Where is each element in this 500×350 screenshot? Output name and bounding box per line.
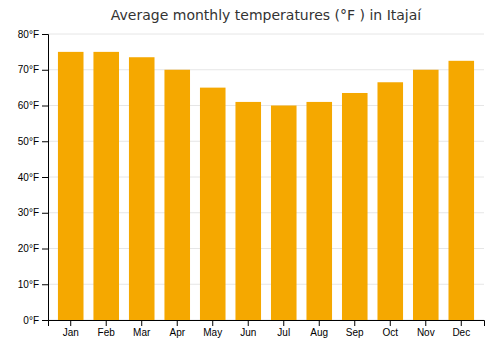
- grid: [48, 34, 484, 320]
- tick-label: 10°F: [18, 279, 39, 290]
- tick-label: 20°F: [18, 243, 39, 254]
- x-tick: Jul: [277, 320, 290, 338]
- y-tick: 60°F: [18, 100, 48, 111]
- y-tick: 10°F: [18, 279, 48, 290]
- x-tick: Oct: [382, 320, 398, 338]
- y-axis: 0°F 10°F 20°F 30°F 40°F 50°F 60°F 70°F 80°F: [18, 29, 49, 326]
- x-tick: Mar: [133, 320, 151, 338]
- tick-mark: [42, 249, 48, 250]
- grid-line: [48, 34, 484, 35]
- tick-label: 70°F: [18, 64, 39, 75]
- tick-mark: [425, 320, 426, 326]
- tick-label: Oct: [382, 327, 398, 338]
- tick-label: 80°F: [18, 29, 39, 40]
- x-tick: Nov: [417, 320, 435, 338]
- plot: Jan Feb Mar Apr May Jun Jul Aug Sep Oct Nov Dec 0°F 1…: [18, 29, 485, 338]
- x-axis: Jan Feb Mar Apr May Jun Jul Aug Sep Oct Nov Dec: [49, 320, 485, 338]
- x-tick: Sep: [346, 320, 364, 338]
- bar: [235, 102, 261, 320]
- tick-mark: [42, 284, 48, 285]
- tick-mark: [248, 320, 249, 326]
- y-tick: 40°F: [18, 172, 48, 183]
- tick-mark: [141, 320, 142, 326]
- tick-label: Mar: [133, 327, 151, 338]
- y-tick: 20°F: [18, 243, 48, 254]
- bars: [58, 52, 474, 320]
- bar: [306, 102, 332, 320]
- tick-label: Jul: [277, 327, 290, 338]
- tick-label: Dec: [452, 327, 470, 338]
- tick-label: 50°F: [18, 136, 39, 147]
- y-tick: 80°F: [18, 29, 48, 40]
- tick-mark: [390, 320, 391, 326]
- tick-label: 30°F: [18, 207, 39, 218]
- bar: [200, 88, 226, 320]
- tick-label: Jan: [63, 327, 79, 338]
- tick-mark: [42, 106, 48, 107]
- x-tick: Apr: [169, 320, 185, 338]
- x-tick: Jun: [240, 320, 256, 338]
- tick-label: Apr: [169, 327, 185, 338]
- axis-line: [49, 321, 485, 327]
- tick-mark: [319, 320, 320, 326]
- bar: [129, 57, 155, 320]
- tick-label: Nov: [417, 327, 435, 338]
- tick-mark: [42, 141, 48, 142]
- tick-label: May: [203, 327, 222, 338]
- tick-label: 60°F: [18, 100, 39, 111]
- tick-mark: [177, 320, 178, 326]
- tick-mark: [42, 213, 48, 214]
- x-tick: May: [203, 320, 222, 338]
- x-tick: Jan: [63, 320, 79, 338]
- y-tick: 50°F: [18, 136, 48, 147]
- tick-mark: [106, 320, 107, 326]
- bar: [93, 52, 119, 320]
- tick-label: Aug: [310, 327, 328, 338]
- axis-line: [42, 35, 49, 321]
- tick-label: 0°F: [23, 315, 39, 326]
- bar: [413, 70, 439, 320]
- tick-mark: [70, 320, 71, 326]
- bar: [342, 93, 368, 320]
- tick-label: 40°F: [18, 172, 39, 183]
- bar: [448, 61, 474, 320]
- bar: [377, 82, 403, 320]
- tick-label: Sep: [346, 327, 364, 338]
- bar: [164, 70, 190, 320]
- tick-mark: [42, 320, 48, 321]
- tick-label: Jun: [240, 327, 256, 338]
- y-tick: 0°F: [23, 315, 48, 326]
- tick-mark: [42, 34, 48, 35]
- bar: [58, 52, 84, 320]
- title: Average monthly temperatures (°F ) in It…: [111, 7, 423, 23]
- x-tick: Dec: [452, 320, 470, 338]
- tick-label: Feb: [98, 327, 116, 338]
- tick-mark: [461, 320, 462, 326]
- x-tick: Feb: [98, 320, 116, 338]
- tick-mark: [212, 320, 213, 326]
- y-tick: 70°F: [18, 64, 48, 75]
- x-tick: Aug: [310, 320, 328, 338]
- tick-mark: [283, 320, 284, 326]
- tick-mark: [42, 177, 48, 178]
- chart: Jan Feb Mar Apr May Jun Jul Aug Sep Oct Nov Dec 0°F 1…: [0, 0, 500, 350]
- tick-mark: [354, 320, 355, 326]
- tick-mark: [42, 70, 48, 71]
- bar: [271, 106, 297, 321]
- y-tick: 30°F: [18, 207, 48, 218]
